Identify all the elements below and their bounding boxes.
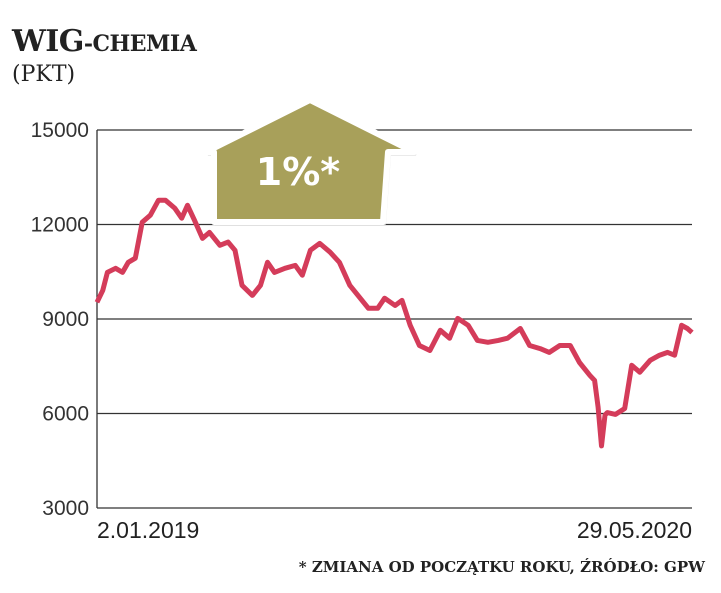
badge-text: 1%* xyxy=(256,150,341,194)
y-tick-label: 15000 xyxy=(31,119,89,142)
change-badge: 1%* xyxy=(203,97,417,226)
title-main: WIG xyxy=(12,24,84,59)
y-tick-label: 12000 xyxy=(31,214,89,237)
y-tick-label: 6000 xyxy=(42,403,89,426)
y-tick-label: 9000 xyxy=(42,308,89,331)
unit-label: (PKT) xyxy=(12,62,76,87)
x-tick-label-end: 29.05.2020 xyxy=(577,517,692,543)
x-tick-label-start: 2.01.2019 xyxy=(97,517,199,543)
series-line-wig-chemia xyxy=(94,197,694,449)
title-rest: -CHEMIA xyxy=(83,31,197,57)
chart-title: WIG-CHEMIA xyxy=(12,24,197,59)
footnote: * ZMIANA OD POCZĄTKU ROKU, ŹRÓDŁO: GPW xyxy=(298,558,705,576)
up-arrow-icon xyxy=(203,97,417,225)
y-tick-label: 3000 xyxy=(42,497,89,520)
